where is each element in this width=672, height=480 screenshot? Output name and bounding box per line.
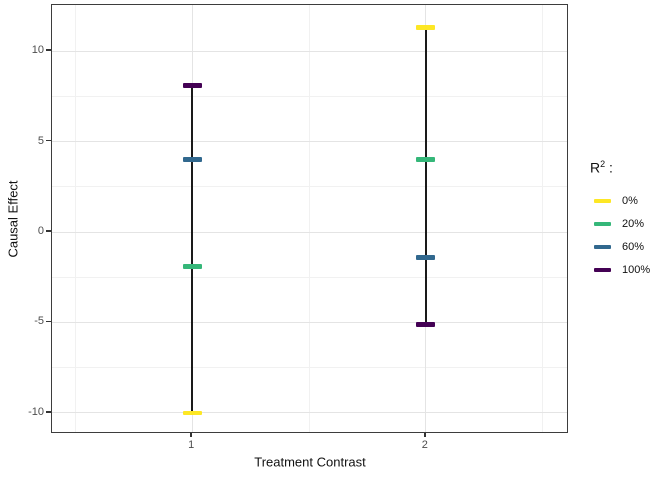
errorbar-line: [191, 85, 193, 413]
crossbar-0pct: [182, 410, 202, 416]
legend-title-base: R: [590, 159, 601, 176]
x-axis-title: Treatment Contrast: [254, 454, 366, 470]
y-tick-label: -5: [34, 315, 44, 328]
y-tick-mark: [46, 411, 51, 413]
errorbar-line: [425, 27, 427, 325]
legend-key-60pct: [594, 244, 611, 249]
crossbar-60pct: [182, 157, 202, 162]
x-tick-mark: [424, 432, 426, 437]
minor-gridline-x: [74, 5, 76, 432]
y-axis-title: Causal Effect: [5, 180, 21, 258]
crossbar-20pct: [416, 157, 436, 162]
crossbar-0pct: [416, 25, 436, 30]
minor-gridline-y: [52, 95, 567, 97]
crossbar-60pct: [416, 255, 436, 260]
legend-item-label: 0%: [622, 194, 638, 207]
legend-title: R2 :: [590, 159, 613, 176]
crossbar-100pct: [416, 321, 436, 327]
major-gridline-y: [52, 141, 567, 143]
y-tick-label: -10: [28, 405, 44, 418]
major-gridline-y: [52, 50, 567, 52]
plot-area: [52, 5, 567, 432]
legend-item-label: 20%: [622, 217, 645, 230]
y-tick-mark: [46, 320, 51, 323]
y-tick-label: 0: [37, 225, 44, 238]
minor-gridline-x: [542, 5, 544, 432]
x-tick-label: 2: [421, 439, 428, 451]
major-gridline-y: [52, 231, 567, 233]
legend-item-label: 60%: [622, 240, 645, 253]
legend-item: 0%: [594, 189, 650, 212]
y-tick-mark: [46, 49, 51, 51]
legend-title-suffix: :: [605, 159, 613, 176]
legend-key-100pct: [594, 267, 611, 272]
legend-key-20pct: [594, 221, 611, 226]
y-tick-mark: [46, 139, 51, 142]
crossbar-100pct: [182, 83, 202, 88]
legend-item: 20%: [594, 212, 650, 235]
y-tick-mark: [46, 230, 51, 232]
x-tick-mark: [190, 432, 192, 437]
legend-item-label: 100%: [622, 263, 651, 276]
legend-items: 0% 20% 60% 100%: [594, 189, 650, 281]
legend-title-superscript: 2: [600, 159, 606, 169]
minor-gridline-y: [52, 276, 567, 278]
minor-gridline-x: [308, 5, 310, 432]
y-tick-label: 10: [31, 44, 44, 57]
y-tick-label: 5: [37, 134, 44, 147]
major-gridline-y: [52, 412, 567, 414]
legend-item: 100%: [594, 258, 650, 281]
crossbar-20pct: [182, 264, 202, 269]
x-tick-label: 1: [188, 439, 195, 451]
minor-gridline-y: [52, 186, 567, 188]
plot-panel: [51, 4, 568, 433]
legend-item: 60%: [594, 235, 650, 258]
legend-key-0pct: [594, 198, 611, 203]
major-gridline-y: [52, 321, 567, 323]
minor-gridline-y: [52, 367, 567, 369]
